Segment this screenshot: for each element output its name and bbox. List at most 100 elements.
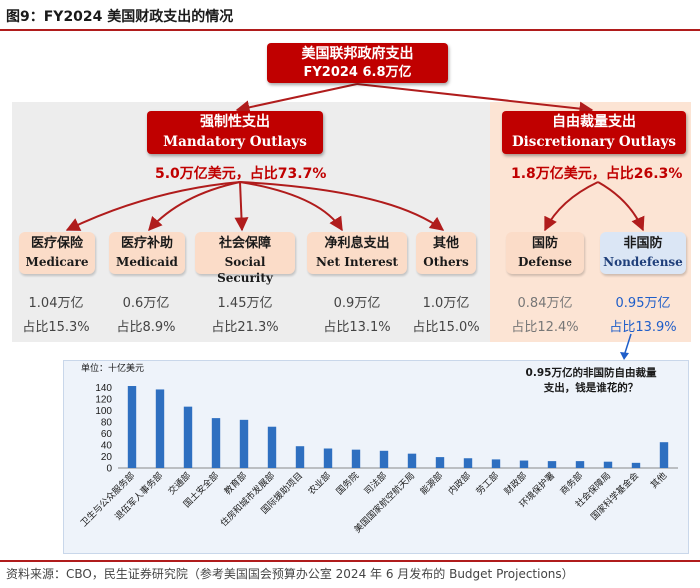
bar-11 — [435, 457, 445, 468]
x-tick-label: 财政部 — [502, 470, 530, 498]
x-tick-label: 农业部 — [306, 470, 334, 498]
y-tick-label: 100 — [95, 406, 112, 417]
bar-3 — [211, 418, 221, 468]
nondefense-label-en: Nondefense — [603, 255, 683, 269]
root-value: FY2024 6.8万亿 — [303, 65, 412, 80]
x-tick-label: 卫生与公众服务部 — [78, 470, 137, 529]
discretionary-summary: 1.8万亿美元，占比26.3% — [511, 166, 683, 182]
callout-pointer — [623, 333, 632, 357]
social-security-label-en: Social Security — [217, 255, 273, 285]
nondefense-callout: 0.95万亿的非国防自由裁量 支出，钱是谁花的？ — [512, 366, 670, 396]
y-tick-label: 80 — [101, 418, 113, 429]
discretionary-outlays-box: 自由裁量支出 Discretionary Outlays — [502, 111, 686, 154]
net-interest-box: 净利息支出 Net Interest — [307, 232, 407, 274]
callout-line-2: 支出，钱是谁花的？ — [543, 382, 639, 394]
arrow-to-medicaid — [148, 181, 241, 232]
bar-19 — [659, 442, 669, 468]
bar-16 — [575, 461, 585, 468]
bar-14 — [519, 460, 529, 468]
x-tick-label: 退伍军人事务部 — [112, 470, 165, 523]
bar-17 — [603, 461, 613, 468]
others-share: 占比15.0% — [412, 320, 480, 335]
medicare-label-cn: 医疗保险 — [30, 236, 83, 251]
tree-connectors — [65, 83, 645, 360]
bar-15 — [547, 461, 557, 468]
medicare-box: 医疗保险 Medicare — [19, 232, 95, 274]
y-tick-label: 0 — [106, 464, 112, 475]
bar-1 — [155, 389, 165, 468]
arrow-to-nondefense — [597, 181, 645, 232]
social-security-box: 社会保障 Social Security — [195, 232, 295, 285]
others-amount: 1.0万亿 — [422, 296, 470, 311]
others-label-cn: 其他 — [432, 236, 459, 251]
defense-share: 占比12.4% — [511, 320, 579, 335]
bar-9 — [379, 450, 389, 468]
source-note: 资料来源：CBO，民生证券研究院（参考美国国会预算办公室 2024 年 6 月发… — [6, 567, 574, 581]
federal-spending-root: 美国联邦政府支出 FY2024 6.8万亿 — [267, 43, 448, 83]
bar-7 — [323, 448, 333, 468]
arrow-to-medicare — [65, 181, 241, 231]
callout-line-1: 0.95万亿的非国防自由裁量 — [525, 367, 657, 379]
x-tick-label: 国务院 — [334, 470, 362, 498]
defense-amount: 0.84万亿 — [517, 296, 573, 311]
social-security-share: 占比21.3% — [211, 320, 279, 335]
x-tick-label: 国家科学基金会 — [588, 470, 641, 523]
arrow-root-mandatory — [235, 83, 358, 115]
arrow-to-social-security — [234, 181, 249, 232]
bar-6 — [295, 446, 305, 468]
bar-18 — [631, 462, 641, 468]
nondefense-amount: 0.95万亿 — [615, 296, 671, 311]
arrow-to-net-interest — [239, 181, 343, 232]
net-interest-share: 占比13.1% — [323, 320, 391, 335]
nondefense-label-cn: 非国防 — [623, 236, 663, 251]
medicaid-share: 占比8.9% — [116, 320, 176, 335]
medicare-share: 占比15.3% — [22, 320, 90, 335]
mandatory-label-en: Mandatory Outlays — [163, 134, 307, 150]
net-interest-label-en: Net Interest — [315, 255, 399, 269]
others-box: 其他 Others — [416, 232, 476, 274]
x-tick-label: 交通部 — [166, 470, 194, 498]
bar-4 — [239, 419, 249, 468]
x-tick-label: 其他 — [648, 470, 669, 491]
nondefense-box: 非国防 Nondefense — [600, 232, 686, 274]
nondefense-chart-panel — [63, 360, 689, 554]
mandatory-summary: 5.0万亿美元，占比73.7% — [155, 166, 327, 182]
net-interest-amount: 0.9万亿 — [333, 296, 381, 311]
social-security-label-cn: 社会保障 — [218, 236, 271, 251]
arrow-root-discretionary — [356, 83, 594, 116]
figure-title: 图9：FY2024 美国财政支出的情况 — [6, 9, 234, 25]
defense-label-cn: 国防 — [531, 236, 558, 251]
medicare-label-en: Medicare — [25, 255, 89, 269]
arrow-to-defense — [544, 181, 599, 232]
x-tick-label: 教育部 — [222, 470, 250, 498]
bar-2 — [183, 406, 193, 468]
x-tick-label: 内政部 — [446, 470, 474, 498]
callout-pointer-head — [620, 352, 629, 360]
medicaid-box: 医疗补助 Medicaid — [109, 232, 185, 274]
bar-5 — [267, 426, 277, 468]
medicare-amount: 1.04万亿 — [28, 296, 84, 311]
bar-8 — [351, 449, 361, 468]
others-label-en: Others — [423, 255, 469, 269]
mandatory-outlays-box: 强制性支出 Mandatory Outlays — [147, 111, 323, 154]
x-tick-label: 商务部 — [558, 470, 586, 498]
y-tick-label: 120 — [95, 395, 112, 406]
arrow-to-others — [239, 181, 445, 231]
mandatory-label-cn: 强制性支出 — [200, 114, 270, 130]
nondefense-share: 占比13.9% — [609, 320, 677, 335]
medicaid-label-cn: 医疗补助 — [120, 236, 173, 251]
bar-10 — [407, 453, 417, 468]
social-security-amount: 1.45万亿 — [217, 296, 273, 311]
defense-box: 国防 Defense — [506, 232, 584, 274]
x-tick-label: 劳工部 — [474, 470, 502, 498]
net-interest-label-cn: 净利息支出 — [324, 236, 390, 251]
y-tick-label: 40 — [101, 441, 113, 452]
y-tick-label: 60 — [101, 429, 113, 440]
defense-label-en: Defense — [518, 255, 572, 269]
medicaid-amount: 0.6万亿 — [122, 296, 170, 311]
source-divider — [0, 560, 700, 562]
title-divider — [0, 29, 700, 31]
bar-0 — [127, 386, 137, 468]
bar-13 — [491, 459, 501, 468]
